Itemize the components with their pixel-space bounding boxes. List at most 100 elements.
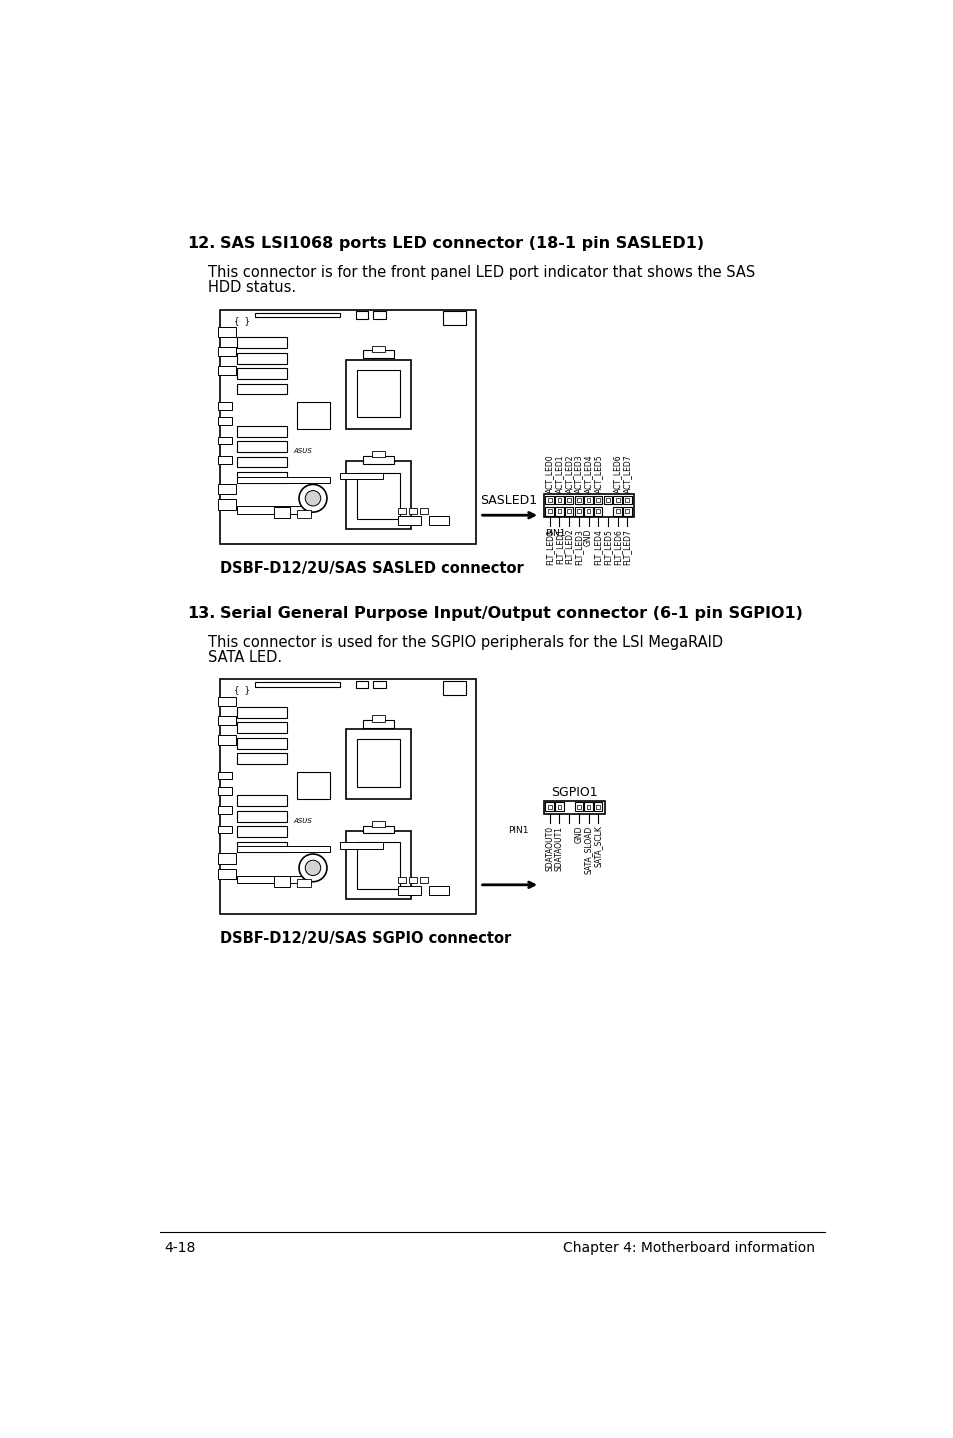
Bar <box>624 499 629 502</box>
Bar <box>346 831 411 899</box>
Bar <box>236 795 287 807</box>
Bar <box>419 508 427 513</box>
Bar <box>545 508 554 516</box>
Bar <box>577 805 580 808</box>
Text: FLT_LED3: FLT_LED3 <box>574 529 582 565</box>
Bar <box>218 365 235 375</box>
Text: SGPIO1: SGPIO1 <box>551 787 598 800</box>
Bar <box>557 509 560 513</box>
Bar <box>409 508 416 513</box>
Bar <box>218 328 235 336</box>
Bar <box>574 802 582 811</box>
Bar <box>297 510 311 518</box>
Bar <box>372 452 384 457</box>
Text: DSBF-D12/2U/SAS SASLED connector: DSBF-D12/2U/SAS SASLED connector <box>220 561 523 577</box>
Text: SDATAOUT0: SDATAOUT0 <box>545 825 554 870</box>
Bar <box>236 811 287 821</box>
Bar <box>236 352 287 364</box>
Bar <box>622 508 631 516</box>
Bar <box>397 886 421 894</box>
Bar <box>236 338 287 348</box>
Bar <box>577 509 580 513</box>
Bar <box>543 495 634 518</box>
Bar <box>547 509 551 513</box>
Bar <box>363 351 394 358</box>
Bar <box>236 426 287 437</box>
Text: ACT_LED7: ACT_LED7 <box>622 454 631 493</box>
Bar <box>236 477 330 483</box>
Bar <box>236 472 287 483</box>
Bar <box>346 360 411 429</box>
Circle shape <box>298 854 327 881</box>
Bar <box>356 473 400 519</box>
Bar <box>346 462 411 529</box>
Bar <box>613 508 621 516</box>
Text: ACT_LED2: ACT_LED2 <box>564 454 573 493</box>
Text: {  }: { } <box>233 686 250 695</box>
Circle shape <box>298 485 327 512</box>
Text: SASLED1: SASLED1 <box>480 493 537 506</box>
Text: This connector is for the front panel LED port indicator that shows the SAS: This connector is for the front panel LE… <box>208 265 755 280</box>
Bar <box>583 802 592 811</box>
Bar <box>586 509 590 513</box>
Text: FLT_LED7: FLT_LED7 <box>622 529 631 565</box>
Text: 4-18: 4-18 <box>164 1241 195 1255</box>
Text: Chapter 4: Motherboard information: Chapter 4: Motherboard information <box>562 1241 815 1255</box>
Bar <box>397 508 406 513</box>
Bar <box>547 805 551 808</box>
Bar <box>356 739 400 787</box>
Bar <box>372 716 384 722</box>
Bar <box>596 499 599 502</box>
Bar <box>594 802 602 811</box>
Text: ACT_LED4: ACT_LED4 <box>583 454 593 493</box>
Bar <box>218 787 233 795</box>
Bar <box>236 722 287 733</box>
Text: ACT_LED5: ACT_LED5 <box>593 454 602 493</box>
Bar <box>218 716 235 725</box>
Bar <box>340 473 382 479</box>
Bar <box>547 499 551 502</box>
Bar <box>236 738 287 749</box>
Bar <box>615 509 618 513</box>
Bar <box>555 496 563 505</box>
Bar <box>577 499 580 502</box>
Bar <box>594 508 602 516</box>
Text: FLT_LED1: FLT_LED1 <box>555 529 563 565</box>
Text: FLT_LED5: FLT_LED5 <box>602 529 612 565</box>
Bar <box>218 772 233 779</box>
Bar <box>274 876 290 887</box>
Text: SAS LSI1068 ports LED connector (18-1 pin SASLED1): SAS LSI1068 ports LED connector (18-1 pi… <box>220 236 703 252</box>
Text: ACT_LED3: ACT_LED3 <box>574 454 582 493</box>
Bar <box>218 483 235 495</box>
Bar <box>346 729 411 798</box>
Bar <box>372 821 384 827</box>
Bar <box>613 496 621 505</box>
Text: ASUS: ASUS <box>294 449 313 454</box>
Bar <box>373 311 385 319</box>
Bar <box>363 720 394 728</box>
Text: This connector is used for the SGPIO peripherals for the LSI MegaRAID: This connector is used for the SGPIO per… <box>208 634 722 650</box>
Bar <box>236 707 287 718</box>
Bar <box>236 457 287 467</box>
Bar <box>583 496 592 505</box>
Bar <box>594 496 602 505</box>
Text: SDATAOUT1: SDATAOUT1 <box>555 825 563 870</box>
Text: GND: GND <box>583 529 593 546</box>
Bar <box>218 403 233 410</box>
Bar <box>615 499 618 502</box>
Bar <box>356 843 400 889</box>
Bar <box>574 508 582 516</box>
Bar <box>622 496 631 505</box>
Circle shape <box>305 490 320 506</box>
Text: ASUS: ASUS <box>294 818 313 824</box>
Text: FLT_LED6: FLT_LED6 <box>613 529 621 565</box>
Bar <box>443 680 466 695</box>
Text: FLT_LED4: FLT_LED4 <box>593 529 602 565</box>
Bar <box>236 754 287 764</box>
Bar <box>363 456 394 463</box>
Bar <box>254 682 340 687</box>
Bar <box>297 403 330 429</box>
Bar <box>397 877 406 883</box>
Bar <box>583 508 592 516</box>
Bar <box>567 509 571 513</box>
